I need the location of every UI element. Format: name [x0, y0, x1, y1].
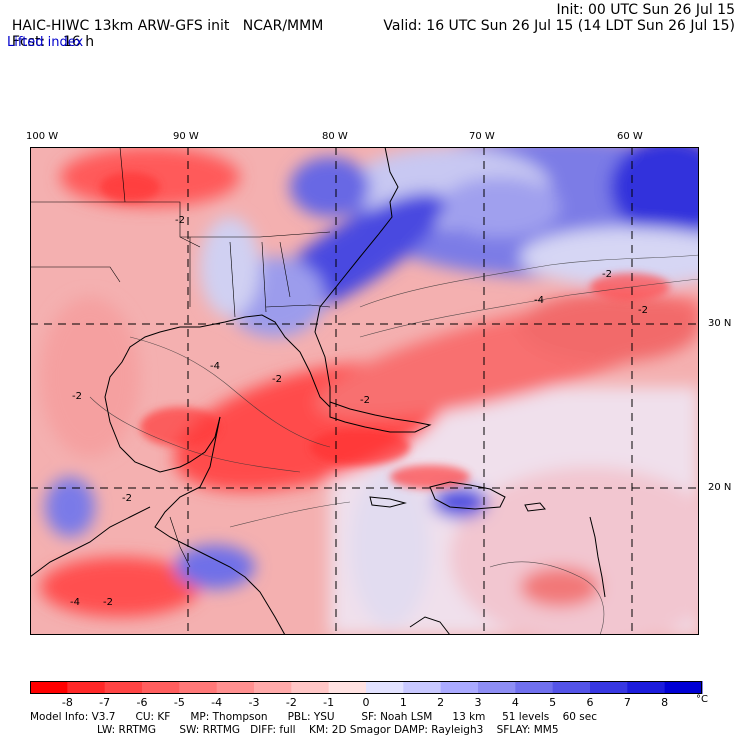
colorbar-tick-label: 1: [399, 696, 407, 709]
colorbar-swatch: [328, 681, 367, 694]
model-info-line1: Model Info: V3.7 CU: KF MP: Thompson PBL…: [30, 711, 597, 723]
contour-label: -2: [103, 597, 113, 608]
colorbar-tick-label: -4: [211, 696, 223, 709]
colorbar-tick-label: 6: [586, 696, 594, 709]
colorbar-tick-label: -6: [136, 696, 148, 709]
colorbar-swatch: [627, 681, 666, 694]
colorbar-tick-label: 3: [474, 696, 482, 709]
colorbar-tick-label: 8: [661, 696, 669, 709]
colorbar-tick-label: -1: [323, 696, 335, 709]
colorbar-swatch: [590, 681, 628, 694]
lon-label-60w: 60 W: [617, 131, 643, 142]
colorbar-unit: °C: [696, 694, 708, 705]
colorbar-swatch: [67, 681, 106, 694]
colorbar-swatch: [515, 681, 554, 694]
contour-label: -2: [602, 269, 612, 280]
colorbar-swatch: [104, 681, 143, 694]
colorbar-tick-label: -3: [248, 696, 260, 709]
contour-label: -2: [72, 391, 82, 402]
colorbar-swatch: [179, 681, 218, 694]
colorbar-swatch: [403, 681, 442, 694]
colorbar-swatch: [291, 681, 330, 694]
forecast-hour: Fcst: 16 h: [11, 34, 95, 50]
contour-label: -2: [638, 305, 648, 316]
valid-time: Valid: 16 UTC Sun 26 Jul 15 (14 LDT Sun …: [383, 18, 735, 34]
contour-label-group: -2 -4 -2 -2 -2 -4 -2 -2 -4 -2 -2: [70, 215, 648, 608]
lat-label-20n: 20 N: [708, 482, 732, 493]
colorbar-swatch: [440, 681, 479, 694]
graticule: [30, 147, 699, 635]
lat-label-30n: 30 N: [708, 318, 732, 329]
colorbar-swatch: [30, 681, 68, 694]
colorbar-tick-label: 4: [511, 696, 519, 709]
init-time: Init: 00 UTC Sun 26 Jul 15: [556, 2, 735, 18]
contour-label: -4: [534, 295, 544, 306]
colorbar-tick-label: 0: [362, 696, 370, 709]
contour-label: -4: [70, 597, 80, 608]
colorbar-swatch: [142, 681, 180, 694]
map-frame: [30, 147, 699, 635]
model-title: HAIC-HIWC 13km ARW-GFS init NCAR/MMM: [11, 18, 324, 34]
field-shading: [40, 147, 699, 635]
colorbar-swatch: [366, 681, 404, 694]
lon-label-100w: 100 W: [26, 131, 59, 142]
contour-label: -4: [210, 361, 220, 372]
contour-label: -2: [360, 395, 370, 406]
colorbar-tick-label: -5: [173, 696, 185, 709]
contour-label: -2: [175, 215, 185, 226]
field-detail: [100, 172, 670, 489]
model-info-line2: LW: RRTMG SW: RRTMG DIFF: full KM: 2D Sm…: [97, 724, 559, 736]
colorbar-tick-label: 5: [549, 696, 557, 709]
colorbar-tick-label: -8: [61, 696, 73, 709]
state-borders: [30, 147, 331, 568]
field-name: Lifted index: [7, 35, 84, 50]
colorbar-swatch: [664, 681, 703, 694]
colorbar-tick-label: 7: [623, 696, 631, 709]
lon-label-80w: 80 W: [322, 131, 348, 142]
contours: [89, 254, 699, 635]
colorbar-frame: [30, 681, 702, 694]
coastlines: [30, 147, 606, 635]
contour-label: -2: [272, 374, 282, 385]
lifted-index-map: -2 -4 -2 -2 -2 -4 -2 -2 -4 -2 -2: [30, 147, 699, 635]
colorbar-tick-label: -2: [285, 696, 297, 709]
lon-label-90w: 90 W: [173, 131, 199, 142]
colorbar-swatch: [478, 681, 516, 694]
contour-label: -2: [122, 493, 132, 504]
lon-label-70w: 70 W: [469, 131, 495, 142]
colorbar-swatch: [552, 681, 591, 694]
colorbar-swatch: [216, 681, 255, 694]
colorbar-tick-label: 2: [437, 696, 445, 709]
colorbar: [30, 681, 703, 694]
colorbar-tick-label: -7: [99, 696, 111, 709]
colorbar-swatch: [254, 681, 292, 694]
